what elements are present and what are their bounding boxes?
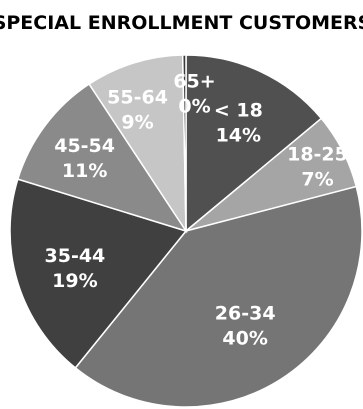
chart-title: SPECIAL ENROLLMENT CUSTOMERS xyxy=(0,12,363,34)
pie-slice-65 xyxy=(181,54,187,232)
slice-percent-label: 11% xyxy=(62,160,107,182)
slice-category-label: 26-34 xyxy=(215,303,276,325)
slice-percent-label: 40% xyxy=(222,328,267,350)
pie-slice-18 xyxy=(185,54,323,233)
pie-slices xyxy=(9,54,363,408)
slice-percent-label: 19% xyxy=(52,270,97,292)
pie-slice-2634 xyxy=(74,185,363,408)
slice-percent-label: 9% xyxy=(121,111,153,133)
slice-category-label: < 18 xyxy=(214,99,263,121)
slice-category-label: 18-25 xyxy=(287,143,348,165)
pie-labels: < 18 14% 18-25 7% 26-34 40% 35-44 19% 45-54 11% 55… xyxy=(45,70,348,349)
slice-percent-label: 14% xyxy=(216,124,261,146)
slice-category-label: 65+ xyxy=(173,70,215,92)
slice-percent-label: 0% xyxy=(178,95,210,117)
slice-category-label: 35-44 xyxy=(45,245,106,267)
pie-slice-5564 xyxy=(88,54,187,234)
slice-percent-label: 7% xyxy=(301,168,333,190)
pie-slice-4554 xyxy=(16,82,188,233)
slice-category-label: 45-54 xyxy=(54,135,115,157)
pie-slice-3544 xyxy=(9,178,188,369)
slice-category-label: 55-64 xyxy=(107,86,168,108)
